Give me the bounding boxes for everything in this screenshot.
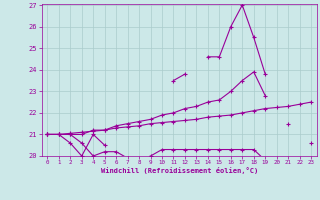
X-axis label: Windchill (Refroidissement éolien,°C): Windchill (Refroidissement éolien,°C) [100,167,258,174]
